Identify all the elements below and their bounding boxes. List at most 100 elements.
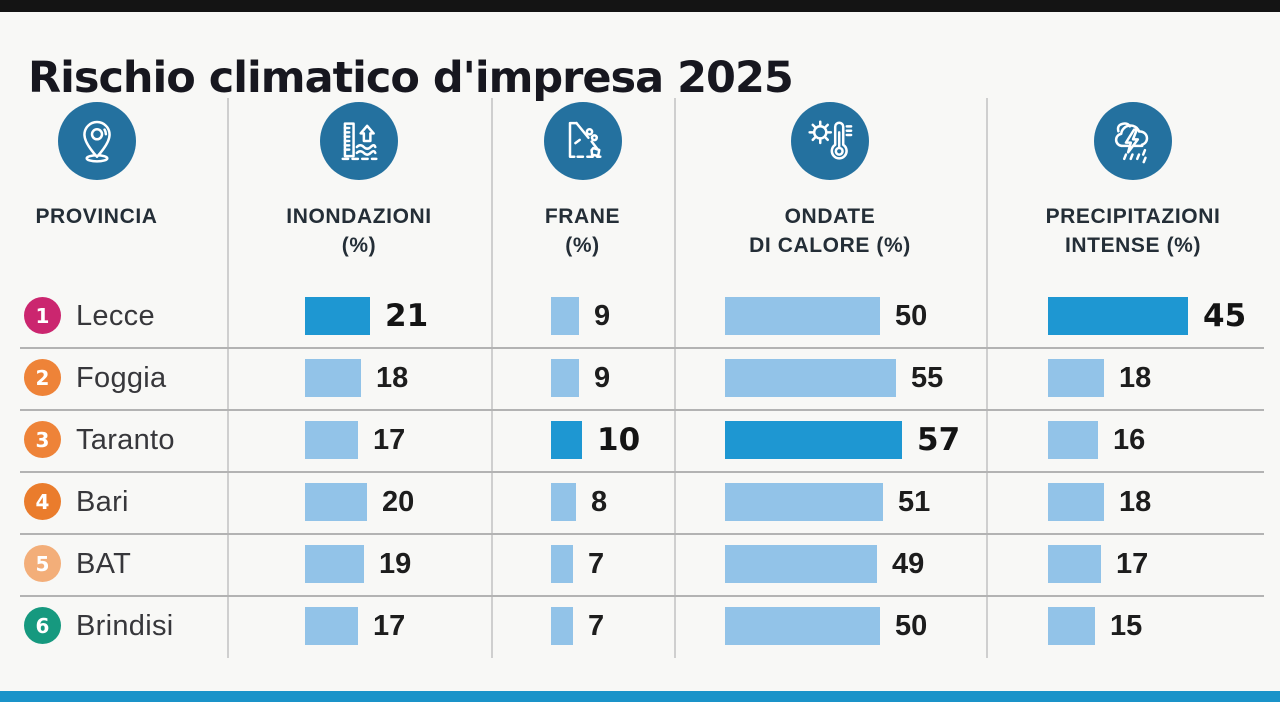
rank-badge: 3 <box>24 421 61 458</box>
table-row: 4 Bari 20 8 51 18 <box>0 471 1280 533</box>
column-label: ONDATE DI CALORE (%) <box>749 205 911 258</box>
heatwave-icon <box>790 102 869 180</box>
row-divider <box>20 533 1264 535</box>
column-divider <box>227 98 229 658</box>
rank-badge: 6 <box>24 607 61 644</box>
bar <box>725 607 880 645</box>
bar-cell-frane: 9 <box>551 347 610 409</box>
location-pin-icon <box>57 102 136 180</box>
bar-value: 8 <box>591 485 608 518</box>
column-divider <box>674 98 676 658</box>
bar-value: 10 <box>597 422 641 458</box>
bar <box>725 421 902 459</box>
column-header-inondazioni: INONDAZIONI (%) <box>227 102 491 261</box>
bar <box>1048 297 1188 335</box>
bar <box>725 297 880 335</box>
bar-cell-inondazioni: 17 <box>305 595 405 657</box>
bar-value: 50 <box>895 299 928 332</box>
column-label: PRECIPITAZIONI INTENSE (%) <box>1045 205 1221 258</box>
table-row: 1 Lecce 21 9 50 45 <box>0 285 1280 347</box>
landslide-icon <box>543 102 622 180</box>
bar <box>551 483 576 521</box>
bar-value: 57 <box>917 422 961 458</box>
bar <box>551 607 573 645</box>
column-label: FRANE (%) <box>544 205 621 258</box>
bar-cell-inondazioni: 21 <box>305 285 428 347</box>
bar <box>725 545 877 583</box>
row-divider <box>20 347 1264 349</box>
bar-value: 9 <box>594 361 611 394</box>
province-name: Lecce <box>76 299 155 332</box>
flood-gauge-icon <box>320 102 398 180</box>
bar-cell-ondate: 57 <box>725 409 960 471</box>
table-row: 5 BAT 19 7 49 17 <box>0 533 1280 595</box>
bar-cell-ondate: 55 <box>725 347 943 409</box>
bar-cell-inondazioni: 19 <box>305 533 411 595</box>
column-header-precipitazioni: PRECIPITAZIONI INTENSE (%) <box>986 102 1280 261</box>
bar-value: 18 <box>1119 485 1152 518</box>
bar-cell-ondate: 50 <box>725 285 927 347</box>
column-label: PROVINCIA <box>35 205 158 228</box>
province-name: Taranto <box>76 423 175 456</box>
bar-value: 7 <box>588 609 605 642</box>
bar-cell-inondazioni: 17 <box>305 409 405 471</box>
bar <box>1048 607 1095 645</box>
bar <box>305 359 361 397</box>
column-header-provincia: PROVINCIA <box>0 102 227 231</box>
bar <box>305 607 358 645</box>
bar-value: 20 <box>382 485 415 518</box>
bar-cell-precipitazioni: 17 <box>1048 533 1148 595</box>
row-divider <box>20 595 1264 597</box>
bar <box>305 297 370 335</box>
rank-badge: 1 <box>24 297 61 334</box>
bar-value: 45 <box>1203 298 1247 334</box>
bar-cell-frane: 7 <box>551 595 604 657</box>
province-name: Foggia <box>76 361 167 394</box>
bar-value: 18 <box>1119 361 1152 394</box>
province-name: BAT <box>76 547 132 580</box>
bar <box>1048 421 1098 459</box>
bar <box>725 359 896 397</box>
rank-badge: 2 <box>24 359 61 396</box>
table-row: 2 Foggia 18 9 55 18 <box>0 347 1280 409</box>
rank-badge: 5 <box>24 545 61 582</box>
bar-value: 7 <box>588 547 605 580</box>
bottom-blue-bar <box>0 691 1280 702</box>
bar-cell-frane: 7 <box>551 533 604 595</box>
bar-cell-precipitazioni: 18 <box>1048 471 1151 533</box>
row-divider <box>20 471 1264 473</box>
bar <box>551 359 579 397</box>
bar-value: 49 <box>892 547 925 580</box>
bar-cell-inondazioni: 18 <box>305 347 408 409</box>
bar-cell-frane: 8 <box>551 471 607 533</box>
bar-value: 18 <box>376 361 409 394</box>
row-divider <box>20 409 1264 411</box>
province-name: Brindisi <box>76 609 174 642</box>
bar <box>725 483 883 521</box>
bar-value: 17 <box>373 423 406 456</box>
page-title: Rischio climatico d'impresa 2025 <box>28 52 794 103</box>
bar-cell-ondate: 51 <box>725 471 930 533</box>
table-row: 6 Brindisi 17 7 50 15 <box>0 595 1280 657</box>
table-row: 3 Taranto 17 10 57 16 <box>0 409 1280 471</box>
bar-value: 17 <box>373 609 406 642</box>
bar-cell-ondate: 50 <box>725 595 927 657</box>
bar <box>1048 359 1104 397</box>
bar-value: 15 <box>1110 609 1143 642</box>
column-divider <box>986 98 988 658</box>
bar-cell-precipitazioni: 15 <box>1048 595 1142 657</box>
bar <box>551 297 579 335</box>
bar-cell-precipitazioni: 45 <box>1048 285 1246 347</box>
rank-badge: 4 <box>24 483 61 520</box>
bar-value: 50 <box>895 609 928 642</box>
province-name: Bari <box>76 485 129 518</box>
bar-value: 55 <box>911 361 944 394</box>
bar <box>1048 483 1104 521</box>
bar-value: 51 <box>898 485 931 518</box>
bar-value: 16 <box>1113 423 1146 456</box>
bar-cell-frane: 9 <box>551 285 610 347</box>
bar-cell-frane: 10 <box>551 409 640 471</box>
column-label: INONDAZIONI (%) <box>286 205 432 258</box>
bar-cell-precipitazioni: 16 <box>1048 409 1145 471</box>
